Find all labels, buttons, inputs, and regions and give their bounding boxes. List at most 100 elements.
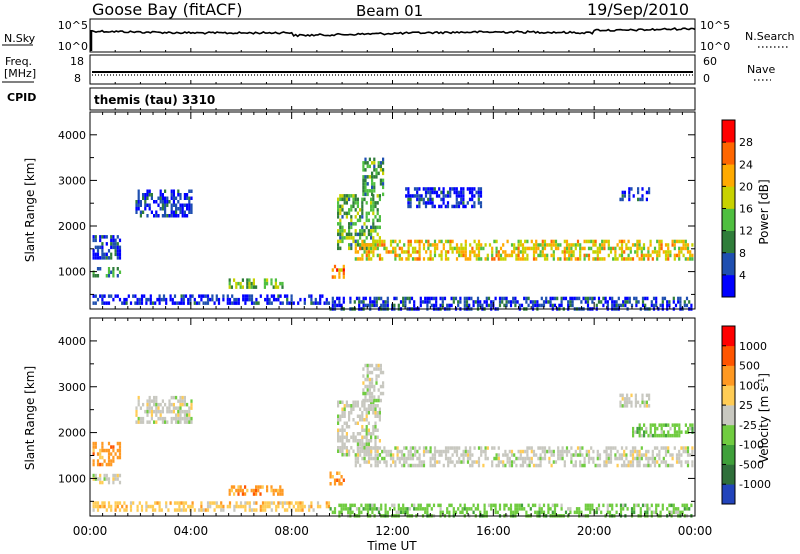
- velocity-cell: [184, 508, 188, 512]
- power-cell: [427, 239, 430, 244]
- velocity-cell: [579, 446, 582, 450]
- power-cell: [427, 257, 430, 261]
- power-cell: [252, 278, 255, 282]
- power-cell: [519, 243, 522, 247]
- power-cell: [376, 194, 379, 198]
- power-cell: [457, 201, 461, 205]
- power-cell: [578, 296, 581, 301]
- velocity-cell: [409, 456, 412, 461]
- power-cell: [601, 257, 604, 261]
- velocity-cell: [343, 453, 346, 457]
- velocity-cell: [609, 456, 613, 461]
- power-cell: [354, 208, 357, 212]
- velocity-cell: [620, 453, 624, 457]
- velocity-cell: [377, 507, 381, 511]
- power-cell: [422, 246, 426, 251]
- power-cell: [361, 197, 364, 202]
- velocity-cell: [441, 510, 444, 515]
- velocity-cell: [356, 404, 359, 408]
- power-cell: [641, 194, 644, 198]
- velocity-cell: [338, 510, 341, 515]
- power-cell: [356, 204, 359, 209]
- time-axis: 00:00 04:00 08:00 12:00 16:00 20:00 00:00: [73, 48, 712, 538]
- power-cell: [587, 257, 591, 261]
- velocity-cell: [525, 510, 528, 515]
- velocity-cell: [403, 446, 406, 450]
- velocity-cell: [400, 456, 404, 461]
- velocity-cell: [92, 473, 95, 478]
- velocity-cell: [608, 510, 612, 515]
- velocity-cell: [118, 480, 122, 485]
- power-cell: [608, 296, 612, 301]
- velocity-cell: [591, 507, 594, 511]
- power-cbar-swatch: [722, 208, 735, 231]
- power-cell: [274, 278, 277, 282]
- velocity-cell: [378, 460, 382, 464]
- power-cell: [166, 214, 169, 218]
- velocity-cell: [220, 508, 223, 512]
- power-cell: [376, 225, 379, 230]
- velocity-cell: [361, 456, 364, 461]
- power-cell: [429, 253, 432, 258]
- velocity-cell: [370, 446, 373, 450]
- power-cell: [556, 296, 559, 301]
- power-cell: [378, 236, 381, 240]
- power-cell: [647, 253, 650, 258]
- power-cell: [448, 303, 451, 308]
- power-cell: [597, 296, 601, 301]
- power-cell: [418, 204, 421, 209]
- velocity-cell: [206, 501, 210, 505]
- power-cell: [252, 281, 255, 286]
- velocity-cell: [312, 508, 315, 512]
- velocity-cell: [586, 503, 590, 508]
- velocity-cell: [426, 507, 429, 511]
- velocity-cell: [644, 503, 647, 508]
- velocity-cell: [668, 503, 671, 508]
- velocity-cell: [310, 504, 313, 509]
- power-cell: [661, 303, 664, 308]
- velocity-cell: [177, 420, 180, 424]
- velocity-cell: [341, 407, 344, 411]
- velocity-cell: [371, 391, 374, 396]
- velocity-cell: [537, 456, 540, 461]
- velocity-cell: [167, 508, 170, 512]
- power-cell: [563, 250, 566, 254]
- power-cell: [418, 187, 421, 191]
- power-cell: [453, 204, 456, 209]
- power-cell: [442, 243, 445, 247]
- power-cell: [361, 253, 364, 258]
- velocity-cell: [213, 508, 216, 512]
- velocity-cell: [376, 453, 379, 457]
- power-cell: [411, 246, 415, 251]
- power-cell: [94, 252, 97, 257]
- power-cell: [198, 301, 201, 305]
- velocity-cell: [259, 504, 262, 509]
- power-cell: [462, 194, 465, 198]
- velocity-cell: [547, 503, 550, 508]
- power-cell: [595, 303, 598, 308]
- velocity-cell: [446, 510, 449, 515]
- power-cbar-tick-label: 24: [739, 158, 753, 171]
- velocity-cell: [389, 453, 393, 457]
- velocity-cell: [367, 411, 370, 415]
- velocity-cell: [374, 449, 377, 453]
- velocity-cell: [347, 507, 350, 511]
- power-cell: [464, 246, 467, 251]
- power-cell: [457, 300, 460, 304]
- power-cell: [440, 250, 443, 254]
- power-cell: [378, 215, 381, 219]
- velocity-cell: [477, 460, 481, 464]
- velocity-cell: [547, 507, 550, 511]
- power-cell: [484, 243, 487, 247]
- velocity-cell: [275, 508, 278, 512]
- power-cell: [372, 222, 375, 226]
- velocity-cell: [459, 503, 462, 508]
- power-cell: [364, 185, 367, 190]
- velocity-cell: [371, 510, 374, 515]
- power-cell: [159, 200, 162, 204]
- power-cell: [471, 246, 474, 251]
- velocity-cell: [538, 507, 541, 511]
- velocity-cell: [619, 393, 622, 398]
- power-cell: [514, 296, 517, 301]
